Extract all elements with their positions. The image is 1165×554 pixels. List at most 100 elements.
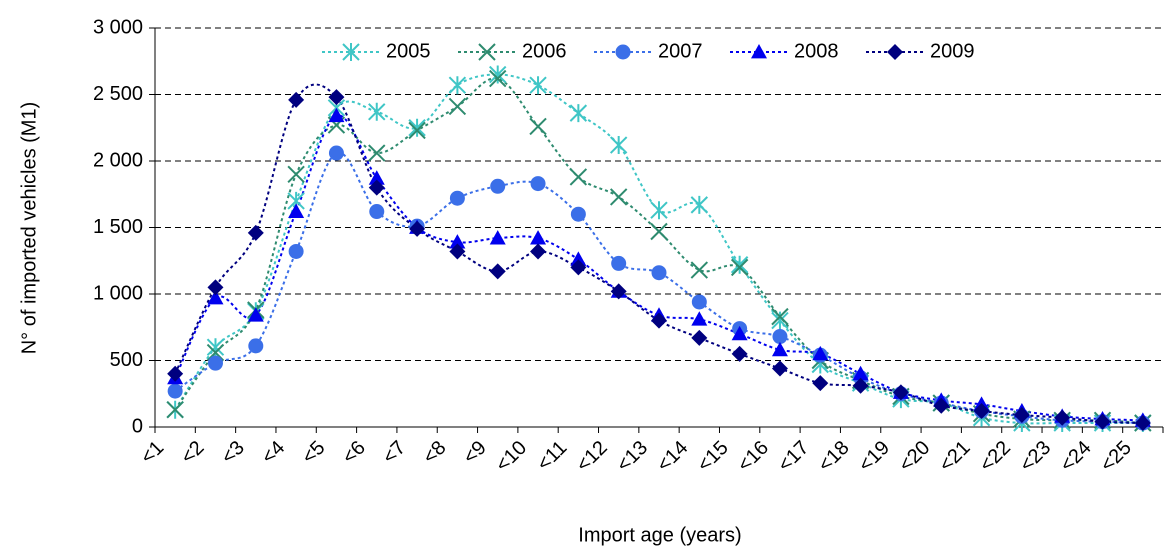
x-tick-label: <19 — [854, 437, 894, 477]
series-line — [174, 151, 1143, 425]
x-tick-label: <16 — [734, 437, 774, 477]
marker — [449, 190, 465, 206]
marker — [771, 360, 788, 377]
legend-label: 2006 — [522, 40, 567, 62]
marker — [973, 403, 990, 420]
y-tick-label: 2 000 — [93, 149, 143, 171]
marker — [731, 325, 748, 341]
marker — [449, 234, 466, 249]
marker — [570, 206, 586, 222]
marker — [771, 311, 789, 330]
marker — [207, 355, 223, 371]
legend-item: 2007 — [594, 40, 703, 62]
marker — [690, 195, 709, 214]
marker — [650, 201, 668, 220]
marker — [328, 107, 345, 123]
marker — [771, 307, 789, 326]
legend-label: 2009 — [930, 40, 975, 62]
marker — [530, 243, 547, 260]
marker — [570, 251, 587, 266]
marker — [489, 230, 506, 245]
marker — [448, 76, 467, 95]
marker — [812, 345, 829, 361]
marker — [1054, 409, 1071, 426]
marker — [892, 384, 909, 401]
marker — [771, 341, 788, 357]
x-tick-label: <25 — [1096, 437, 1136, 477]
marker — [287, 165, 305, 184]
marker — [812, 375, 829, 392]
marker — [609, 136, 628, 155]
x-tick-label: <17 — [774, 437, 814, 477]
marker — [731, 345, 748, 362]
series-line — [174, 77, 1143, 425]
y-tick-label: 2 500 — [93, 83, 143, 105]
x-tick-label: <18 — [814, 437, 854, 477]
marker — [1094, 413, 1111, 430]
marker — [569, 104, 588, 123]
marker — [691, 311, 708, 326]
marker — [166, 401, 184, 419]
marker — [1013, 407, 1030, 424]
x-tick-label: <21 — [935, 437, 975, 477]
marker — [328, 89, 345, 106]
marker — [852, 365, 869, 381]
series-line — [174, 73, 1143, 425]
marker — [288, 203, 305, 218]
marker — [651, 265, 667, 281]
marker — [448, 97, 467, 116]
marker — [369, 204, 385, 220]
y-tick-label: 0 — [132, 415, 143, 437]
marker — [530, 176, 546, 192]
x-tick-label: <13 — [613, 437, 653, 477]
marker — [167, 365, 184, 382]
x-tick-label: <22 — [975, 437, 1015, 477]
y-axis-label: N° of imported vehicles (M1) — [18, 102, 40, 355]
x-tick-label: <5 — [298, 437, 330, 469]
marker — [478, 43, 496, 61]
x-tick-label: <3 — [217, 437, 249, 469]
x-tick-label: <24 — [1056, 437, 1096, 477]
x-tick-label: <9 — [459, 437, 491, 469]
marker — [530, 230, 547, 245]
series-line — [174, 83, 1143, 425]
x-tick-label: <1 — [137, 437, 169, 469]
y-tick-label: 3 000 — [93, 16, 143, 38]
marker — [933, 397, 950, 414]
marker — [368, 179, 385, 196]
series-line — [174, 114, 1143, 422]
marker — [730, 255, 749, 274]
y-tick-label: 1 500 — [93, 216, 143, 238]
marker — [772, 329, 788, 345]
legend-item: 2008 — [730, 40, 839, 62]
legend-item: 2009 — [866, 40, 975, 62]
marker — [887, 44, 903, 60]
x-tick-label: <10 — [492, 437, 532, 477]
legend-label: 2005 — [386, 40, 431, 62]
marker — [490, 178, 506, 194]
marker — [651, 312, 667, 329]
marker — [615, 44, 631, 60]
x-tick-label: <6 — [338, 437, 370, 469]
marker — [247, 307, 264, 322]
x-tick-label: <20 — [895, 437, 935, 477]
marker — [288, 243, 304, 259]
y-tick-label: 1 000 — [93, 282, 143, 304]
marker — [529, 76, 547, 95]
y-tick-label: 500 — [110, 349, 143, 371]
marker — [489, 69, 507, 88]
x-tick-label: <4 — [258, 437, 290, 469]
marker — [650, 222, 668, 241]
marker — [207, 279, 224, 296]
x-tick-label: <7 — [379, 437, 411, 469]
marker — [248, 338, 264, 354]
marker — [247, 224, 264, 241]
marker — [408, 121, 426, 140]
x-tick-label: <12 — [572, 437, 612, 477]
marker — [751, 44, 767, 59]
x-axis-label: Import age (years) — [578, 524, 741, 546]
legend-item: 2005 — [322, 40, 431, 62]
marker — [342, 43, 360, 61]
marker — [489, 65, 507, 84]
